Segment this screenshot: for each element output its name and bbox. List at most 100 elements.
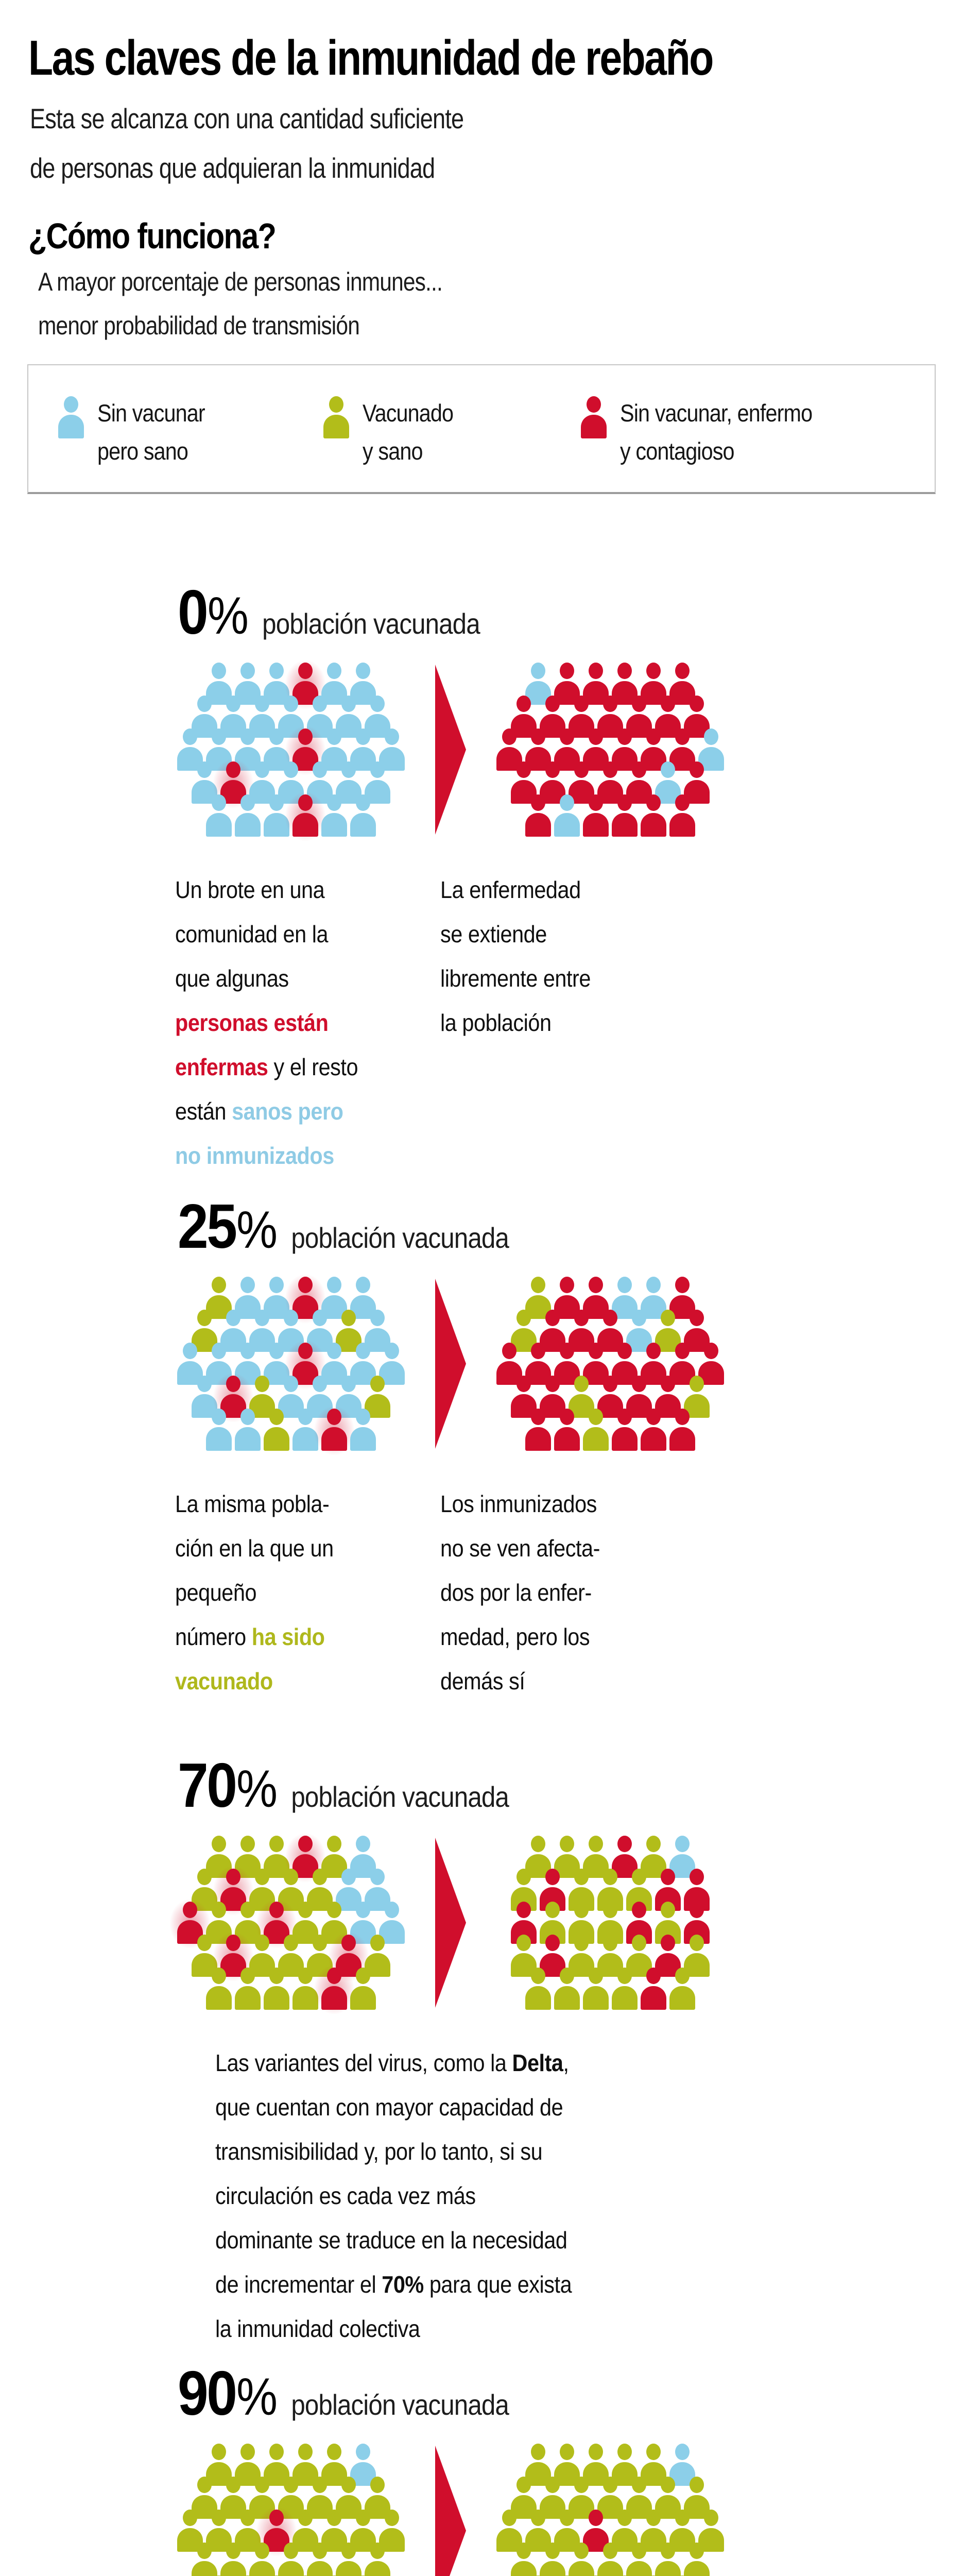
crowd-row [525, 794, 695, 837]
legend-item-red: Sin vacunar, enfermo y contagioso [581, 394, 838, 492]
person-vaccinated-icon [597, 2543, 623, 2576]
person-sick-icon [641, 1409, 666, 1451]
person-sick-icon [583, 794, 609, 837]
section-text-columns: La misma pobla- ción en la que un pequeñ… [175, 1482, 964, 1703]
section-paragraph: Las variantes del virus, como la Delta, … [215, 2041, 651, 2351]
person-vaccinated-icon [220, 2543, 246, 2576]
text-run: Delta [512, 2049, 563, 2076]
text-run: y el resto están [175, 1054, 358, 1125]
right-text-column: La enfermedad se extiende libremente ent… [440, 868, 662, 1178]
before-after-figure [162, 1823, 736, 2024]
person-vaccinated-icon [525, 1968, 551, 2010]
crowd-left [170, 650, 412, 851]
person-sick-icon [511, 1902, 537, 1944]
person-sick-icon [525, 794, 551, 837]
person-sick-icon [581, 396, 607, 438]
person-unvaccinated-icon [698, 728, 724, 771]
how-it-works-heading: ¿Cómo funciona? [28, 216, 277, 256]
person-vaccinated-icon [583, 1409, 609, 1451]
crowd-row [525, 1968, 695, 2010]
person-vaccinated-icon [336, 1310, 361, 1352]
person-vaccinated-icon [336, 2543, 361, 2576]
legend-item-label: Sin vacunar pero sano [97, 399, 205, 465]
crowd-row [511, 1869, 710, 1911]
right-text-column: Los inmunizados no se ven afecta- dos po… [440, 1482, 662, 1703]
crowd-row [206, 1955, 376, 2024]
crowd-left [170, 1264, 412, 1465]
arrow-box [412, 1838, 489, 2008]
person-sick-icon [669, 794, 695, 837]
person-unvaccinated-icon [321, 1343, 347, 1385]
crowd-row [177, 1330, 405, 1399]
how-it-works-subtext: A mayor porcentaje de personas inmunes..… [38, 267, 443, 340]
section-heading: 0% población vacunada [178, 576, 870, 648]
left-text: La misma pobla- ción en la que un pequeñ… [175, 1482, 398, 1703]
legend-item-label: Vacunado y sano [363, 399, 454, 465]
person-unvaccinated-icon [206, 728, 232, 771]
section-percent-value: 25 [178, 1191, 237, 1261]
right-text: La enfermedad se extiende libremente ent… [440, 868, 640, 1045]
person-vaccinated-icon [365, 2543, 390, 2576]
person-sick-icon [496, 1343, 522, 1385]
person-vaccinated-icon [278, 2543, 304, 2576]
person-sick-icon [540, 1310, 565, 1352]
section-70-percent: 70% población vacunada Las variantes del v… [0, 1749, 964, 2351]
person-vaccinated-icon [323, 396, 349, 438]
crowd-row [192, 1856, 390, 1925]
legend-item-blue: Sin vacunar pero sano [58, 394, 323, 492]
crowd-row [177, 716, 405, 785]
person-vaccinated-icon [235, 1968, 261, 2010]
section-90-percent: 90%población vacunadaLos expertos creen … [0, 2357, 964, 2576]
section-heading-label: población vacunada [291, 1781, 509, 1813]
person-sick-icon [626, 696, 652, 738]
person-vaccinated-icon [192, 2543, 217, 2576]
page-subtitle: Esta se alcanza con una cantidad suficie… [30, 103, 464, 184]
crowd-row [192, 1922, 390, 1991]
crowd-row [206, 650, 376, 719]
person-unvaccinated-icon [350, 794, 376, 837]
section-heading-label: población vacunada [291, 2388, 509, 2421]
text-run: para que exista la inmunidad colectiva [215, 2271, 572, 2342]
person-unvaccinated-icon [264, 794, 289, 837]
legend: Sin vacunar pero sano Vacunado y sano Sin … [27, 364, 936, 494]
page-title-text: Las claves de la inmunidad de rebaño [28, 30, 714, 86]
person-sick-icon [540, 1869, 565, 1911]
section-text-columns: Un brote en una comunidad en la que algu… [175, 868, 964, 1178]
legend-item-label: Sin vacunar, enfermo y contagioso [620, 399, 813, 465]
person-vaccinated-icon [655, 2543, 681, 2576]
person-vaccinated-icon [511, 2543, 537, 2576]
person-unvaccinated-icon [235, 794, 261, 837]
person-vaccinated-icon [307, 2543, 333, 2576]
person-vaccinated-icon [249, 2543, 275, 2576]
left-text: Un brote en una comunidad en la que algu… [175, 868, 398, 1178]
section-heading-label: población vacunada [262, 607, 480, 640]
person-vaccinated-icon [264, 1409, 289, 1451]
person-unvaccinated-icon [669, 2444, 695, 2486]
arrow-right-icon [435, 665, 466, 835]
section-heading: 90% población vacunada [178, 2357, 870, 2429]
person-unvaccinated-icon [350, 1409, 376, 1451]
crowd-left [162, 1823, 412, 2024]
text-run: sanos pero no inmunizados [175, 1098, 343, 1169]
person-sick-glow-icon [277, 782, 334, 851]
person-unvaccinated-icon [264, 1343, 289, 1385]
person-vaccinated-icon [206, 1968, 232, 2010]
person-sick-icon [641, 794, 666, 837]
text-run: personas están enfermas [175, 1009, 329, 1080]
section-heading: 25% población vacunada [178, 1190, 870, 1262]
crowd-left [170, 2444, 412, 2576]
section-percent-value: 90 [178, 2358, 237, 2428]
person-vaccinated-icon [684, 2543, 710, 2576]
percent-sign: % [236, 1200, 278, 1259]
person-sick-icon [554, 1409, 580, 1451]
person-vaccinated-icon [292, 1968, 318, 2010]
arrow-right-icon [435, 1279, 466, 1449]
arrow-box [412, 1279, 489, 1449]
crowd-row [511, 2543, 710, 2576]
person-vaccinated-icon [540, 2543, 565, 2576]
crowd-row [192, 2543, 390, 2576]
person-sick-icon [511, 1376, 537, 1418]
person-vaccinated-icon [350, 1968, 376, 2010]
person-vaccinated-icon [612, 1968, 638, 2010]
person-unvaccinated-icon [235, 1409, 261, 1451]
